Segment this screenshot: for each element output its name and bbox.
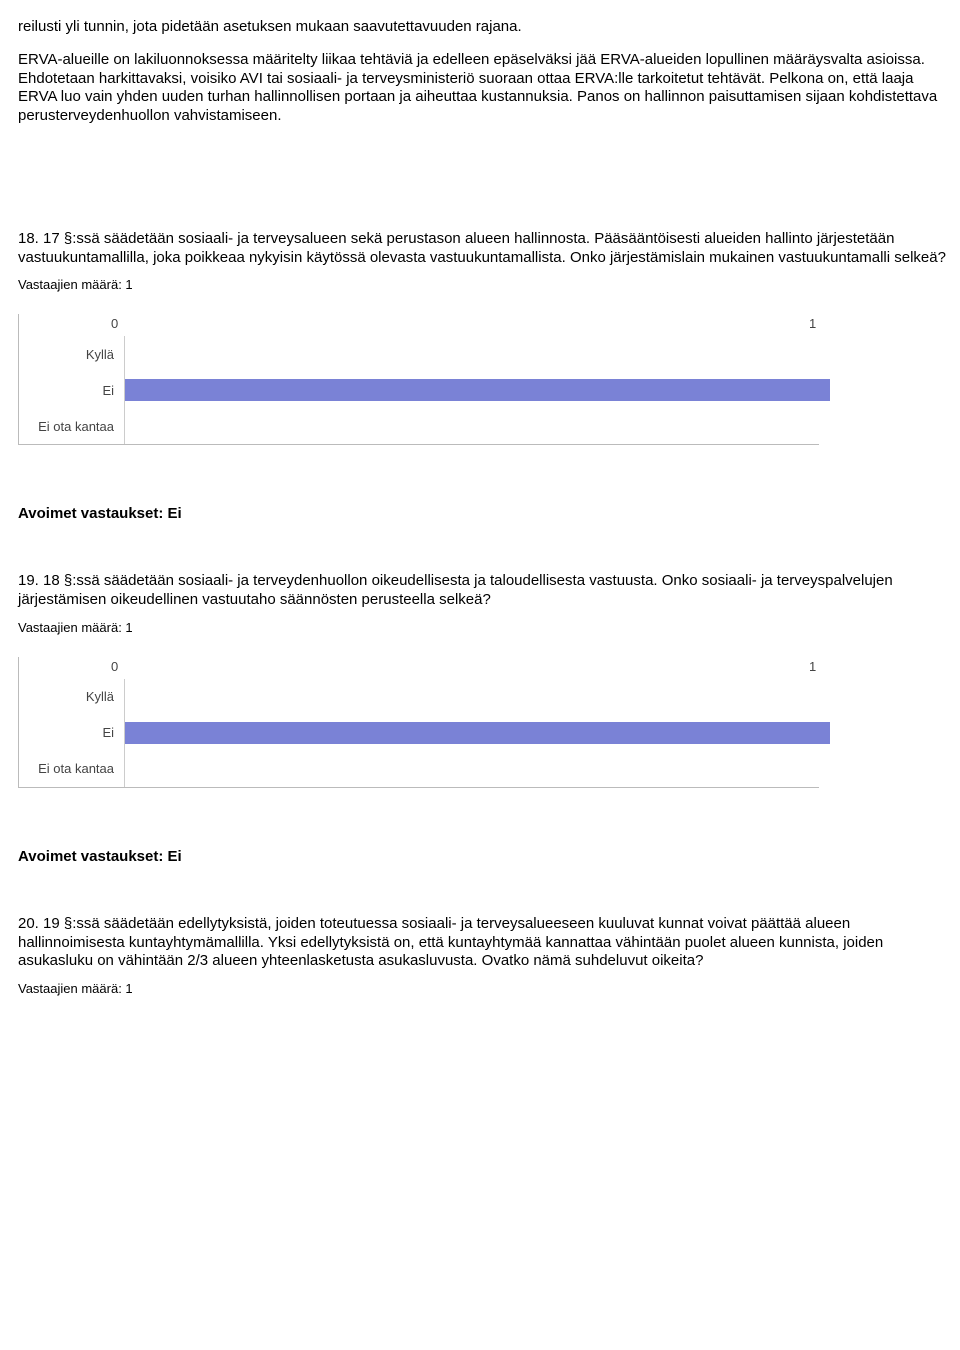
chart-scale-min: 0 xyxy=(111,659,118,674)
chart-row-label: Kyllä xyxy=(19,347,124,362)
chart-row: Ei ota kantaa xyxy=(19,408,819,444)
chart-row: Kyllä xyxy=(19,679,819,715)
question-18-respondents: Vastaajien määrä: 1 xyxy=(18,277,952,292)
chart-row-label: Ei ota kantaa xyxy=(19,419,124,434)
intro-paragraph-1: reilusti yli tunnin, jota pidetään asetu… xyxy=(18,18,952,37)
question-19-text: 19. 18 §:ssä säädetään sosiaali- ja terv… xyxy=(18,572,952,610)
intro-paragraph-2: ERVA-alueille on lakiluonnoksessa määrit… xyxy=(18,51,952,126)
chart-row-label: Ei xyxy=(19,725,124,740)
question-19-chart: 0 1 Kyllä Ei Ei ota kantaa xyxy=(18,657,952,788)
chart-bar xyxy=(125,722,830,744)
chart-row: Ei xyxy=(19,372,819,408)
question-18-text: 18. 17 §:ssä säädetään sosiaali- ja terv… xyxy=(18,230,952,268)
question-18-chart: 0 1 Kyllä Ei Ei ota kantaa xyxy=(18,314,952,445)
question-18-answers-title: Avoimet vastaukset: Ei xyxy=(18,505,952,522)
question-20-respondents: Vastaajien määrä: 1 xyxy=(18,981,952,996)
chart-row: Ei xyxy=(19,715,819,751)
question-20-text: 20. 19 §:ssä säädetään edellytyksistä, j… xyxy=(18,915,952,971)
chart-scale-max: 1 xyxy=(809,316,816,331)
chart-row: Ei ota kantaa xyxy=(19,751,819,787)
question-19-respondents: Vastaajien määrä: 1 xyxy=(18,620,952,635)
chart-row-label: Ei ota kantaa xyxy=(19,761,124,776)
chart-row: Kyllä xyxy=(19,336,819,372)
chart-row-label: Kyllä xyxy=(19,689,124,704)
chart-bar xyxy=(125,379,830,401)
chart-row-label: Ei xyxy=(19,383,124,398)
chart-scale-min: 0 xyxy=(111,316,118,331)
chart-scale-max: 1 xyxy=(809,659,816,674)
question-19-answers-title: Avoimet vastaukset: Ei xyxy=(18,848,952,865)
